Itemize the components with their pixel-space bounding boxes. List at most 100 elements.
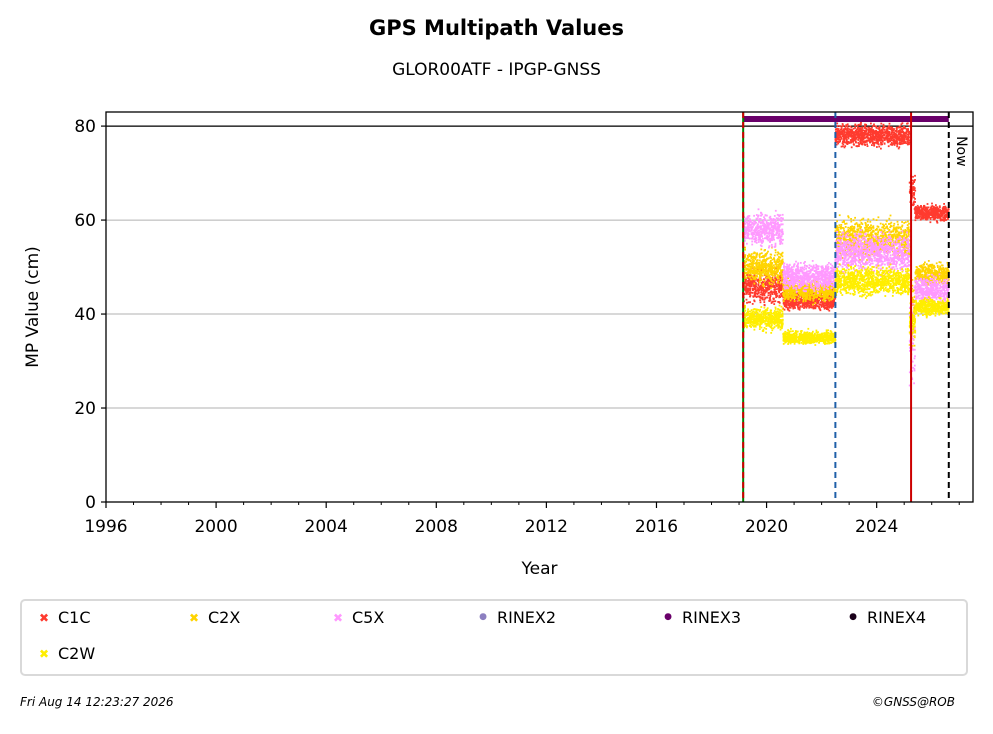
point-c2x [906, 235, 908, 238]
point-c2x [857, 229, 859, 231]
point-c2x [818, 293, 821, 296]
point-c2x [826, 293, 828, 296]
point-c1c [931, 208, 934, 211]
point-c2x [813, 294, 816, 297]
point-c1c [944, 213, 947, 216]
point-c2x [748, 276, 751, 279]
point-c2x [850, 220, 853, 223]
point-c1c [772, 291, 775, 293]
point-c1c [898, 141, 901, 144]
point-c1c [902, 137, 905, 140]
point-c1c [759, 296, 762, 298]
point-c1c [906, 133, 908, 136]
point-c1c [746, 291, 749, 294]
point-c1c [744, 285, 747, 288]
point-c2x [820, 287, 823, 289]
point-c1c [892, 140, 895, 143]
point-c1c [817, 299, 820, 302]
point-c1c [893, 141, 896, 143]
point-c2x [777, 268, 780, 271]
point-c1c [796, 305, 799, 308]
point-c2x [824, 287, 826, 290]
point-c2x [893, 222, 896, 225]
point-c2x [751, 256, 753, 258]
point-c2x [762, 267, 764, 270]
point-c1c [908, 139, 911, 142]
point-c1c [766, 284, 769, 286]
point-c2x [744, 264, 747, 267]
point-c1c [794, 300, 797, 302]
point-c2x [847, 238, 850, 241]
point-c2x [828, 291, 831, 293]
point-c1c [913, 196, 915, 199]
point-c2x [795, 294, 798, 296]
point-c1c [763, 304, 766, 307]
point-c1c [761, 286, 763, 289]
point-c2x [847, 226, 850, 229]
point-c1c [772, 280, 775, 282]
point-c1c [864, 125, 867, 128]
point-c1c [860, 139, 863, 142]
point-c1c [836, 122, 839, 125]
point-c1c [915, 216, 918, 219]
point-c2x [869, 229, 872, 232]
point-c2x [744, 262, 746, 264]
point-c1c [934, 212, 936, 214]
point-c2x [822, 295, 825, 297]
point-c1c [771, 291, 773, 294]
point-c1c [866, 145, 869, 147]
point-c1c [898, 138, 900, 141]
point-c1c [861, 143, 864, 146]
point-c1c [931, 211, 934, 214]
point-c2x [874, 232, 877, 235]
point-c2x [777, 252, 780, 255]
point-c2x [859, 259, 861, 261]
point-c2x [758, 263, 761, 266]
point-c1c [887, 130, 889, 133]
point-c1c [747, 282, 750, 285]
point-c1c [792, 307, 795, 310]
point-c1c [865, 139, 868, 142]
point-c1c [749, 294, 752, 297]
point-c1c [892, 131, 894, 134]
point-c1c [799, 302, 802, 304]
point-c2x [912, 289, 915, 292]
point-c1c [889, 135, 892, 138]
point-c1c [845, 124, 848, 126]
point-c2x [753, 282, 756, 285]
point-c2x [755, 272, 757, 275]
point-c2x [884, 223, 887, 226]
point-c2x [753, 260, 755, 262]
point-c2x [831, 293, 834, 295]
point-c2x [833, 290, 836, 293]
point-c2x [798, 280, 801, 282]
point-c1c [866, 143, 868, 146]
point-c1c [923, 205, 925, 207]
point-c2x [750, 269, 752, 271]
point-c1c [846, 123, 849, 126]
point-c1c [938, 205, 941, 208]
point-c1c [820, 304, 823, 307]
point-c2x [759, 252, 762, 255]
point-c1c [923, 216, 926, 219]
point-c1c [778, 296, 781, 299]
point-c2x [891, 230, 893, 233]
point-c2x [763, 285, 765, 288]
point-c2x [780, 269, 782, 272]
point-c2x [787, 297, 790, 300]
point-c2x [852, 235, 854, 237]
point-c2x [844, 226, 847, 228]
point-c1c [792, 301, 795, 304]
point-c1c [810, 306, 813, 309]
point-c2x [812, 279, 814, 282]
point-c2x [829, 296, 831, 299]
point-c1c [829, 306, 831, 308]
point-c2x [824, 297, 827, 300]
point-c2x [781, 255, 784, 258]
point-c2x [775, 260, 778, 263]
point-c2x [758, 253, 761, 256]
point-c1c [893, 142, 896, 145]
point-c1c [755, 283, 758, 285]
point-c2x [868, 254, 870, 256]
point-c1c [873, 123, 875, 126]
